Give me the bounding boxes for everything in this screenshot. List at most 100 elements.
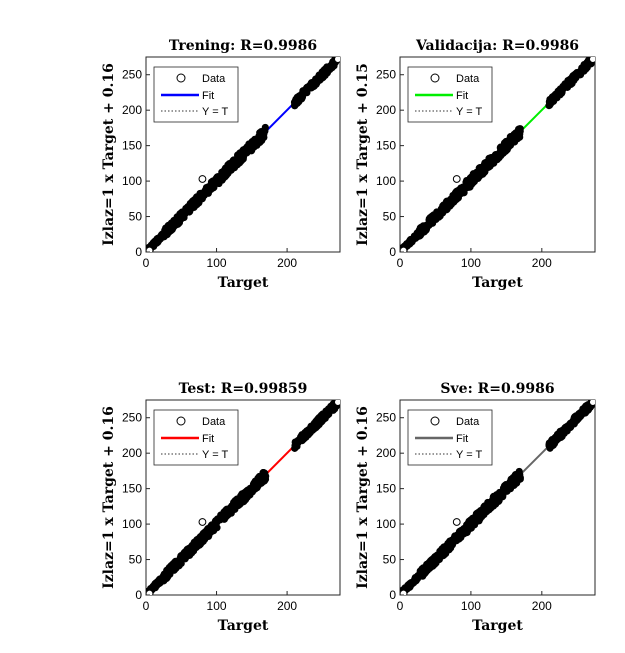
data-point bbox=[163, 230, 171, 239]
data-point bbox=[171, 559, 180, 567]
data-point bbox=[206, 185, 214, 193]
x-axis-label: Target bbox=[472, 618, 523, 634]
x-tick-label: 0 bbox=[397, 256, 404, 270]
data-point bbox=[333, 57, 340, 64]
y-tick-label: 250 bbox=[376, 411, 396, 425]
data-point bbox=[315, 72, 323, 80]
y-tick-label: 100 bbox=[376, 517, 396, 531]
data-point bbox=[222, 166, 230, 175]
legend-marker-data bbox=[176, 73, 186, 83]
data-point bbox=[146, 246, 154, 252]
data-point bbox=[210, 523, 218, 531]
data-point bbox=[567, 79, 575, 87]
data-point bbox=[514, 475, 522, 483]
data-point bbox=[480, 505, 488, 514]
y-tick-label: 50 bbox=[383, 210, 397, 224]
data-point bbox=[502, 484, 510, 493]
y-tick-label: 250 bbox=[376, 68, 396, 82]
data-point bbox=[259, 468, 268, 477]
x-tick-label: 100 bbox=[461, 256, 481, 270]
data-point bbox=[467, 173, 475, 181]
data-point bbox=[588, 57, 595, 64]
data-layer bbox=[400, 400, 595, 595]
y-tick-label: 250 bbox=[122, 68, 142, 82]
data-point bbox=[259, 477, 268, 485]
data-point bbox=[400, 246, 408, 252]
data-layer bbox=[146, 57, 340, 252]
chart-panel-1: 0 100 200 0 50 100 150 200 250 Trening: R=0.9986 T… bbox=[101, 38, 341, 291]
data-point bbox=[446, 537, 454, 545]
y-tick-label: 100 bbox=[376, 174, 396, 188]
data-point bbox=[317, 414, 326, 423]
x-tick-label: 0 bbox=[143, 599, 150, 613]
data-point bbox=[219, 511, 227, 520]
data-point bbox=[507, 481, 516, 489]
data-point bbox=[427, 557, 435, 566]
y-tick-label: 200 bbox=[122, 446, 142, 460]
data-point bbox=[152, 580, 161, 588]
data-point bbox=[464, 183, 472, 192]
x-axis-label: Target bbox=[472, 275, 523, 291]
x-tick-label: 200 bbox=[532, 256, 552, 270]
data-point bbox=[515, 467, 523, 476]
y-tick-label: 150 bbox=[376, 482, 396, 496]
x-tick-label: 200 bbox=[277, 599, 297, 613]
y-tick-label: 150 bbox=[122, 482, 142, 496]
y-tick-label: 0 bbox=[389, 588, 396, 602]
x-axis-label: Target bbox=[218, 275, 269, 291]
y-tick-label: 50 bbox=[129, 553, 143, 567]
data-point bbox=[494, 497, 503, 506]
x-tick-label: 100 bbox=[461, 599, 481, 613]
legend-label-fit: Fit bbox=[202, 90, 214, 102]
data-point bbox=[255, 137, 263, 145]
legend-marker-data bbox=[176, 416, 186, 426]
data-point bbox=[571, 417, 580, 425]
y-axis-label: Izlaz=1 x Target + 0.15 bbox=[355, 63, 371, 246]
x-axis-label: Target bbox=[218, 618, 269, 634]
data-point bbox=[550, 97, 558, 105]
data-point bbox=[429, 211, 438, 219]
data-point bbox=[329, 405, 337, 413]
y-tick-label: 50 bbox=[129, 210, 143, 224]
data-point bbox=[209, 177, 217, 185]
data-point bbox=[174, 217, 182, 225]
data-point bbox=[183, 546, 191, 554]
data-point bbox=[561, 82, 569, 91]
y-tick-label: 50 bbox=[383, 553, 397, 567]
data-point bbox=[238, 490, 246, 498]
data-point bbox=[581, 403, 589, 411]
data-point bbox=[290, 98, 299, 106]
y-tick-label: 100 bbox=[122, 174, 142, 188]
y-tick-label: 200 bbox=[376, 103, 396, 117]
legend-label-identity: Y = T bbox=[202, 449, 228, 461]
legend-label-data: Data bbox=[456, 416, 480, 428]
data-point bbox=[476, 514, 484, 523]
data-point bbox=[304, 85, 312, 93]
data-point bbox=[333, 400, 340, 407]
data-point bbox=[499, 491, 507, 499]
data-point bbox=[239, 146, 247, 154]
x-tick-label: 0 bbox=[143, 256, 150, 270]
chart-title: Validacija: R=0.9986 bbox=[415, 38, 579, 54]
data-point bbox=[235, 496, 243, 504]
data-point bbox=[198, 518, 207, 526]
y-axis-label: Izlaz=1 x Target + 0.16 bbox=[101, 406, 117, 589]
x-tick-label: 100 bbox=[207, 599, 227, 613]
data-point bbox=[323, 66, 332, 74]
data-point bbox=[253, 476, 262, 484]
data-point bbox=[501, 139, 509, 147]
x-tick-label: 100 bbox=[207, 256, 227, 270]
data-layer bbox=[146, 400, 340, 595]
data-point bbox=[307, 424, 315, 432]
data-point bbox=[436, 550, 444, 558]
legend-label-fit: Fit bbox=[456, 90, 468, 102]
data-point bbox=[218, 176, 226, 184]
data-point bbox=[201, 532, 210, 541]
data-point bbox=[437, 207, 445, 215]
data-point bbox=[452, 193, 460, 201]
data-point bbox=[552, 433, 560, 441]
y-axis-label: Izlaz=1 x Target + 0.16 bbox=[101, 63, 117, 246]
data-point bbox=[481, 168, 489, 176]
y-tick-label: 0 bbox=[389, 245, 396, 259]
data-point bbox=[462, 176, 471, 185]
